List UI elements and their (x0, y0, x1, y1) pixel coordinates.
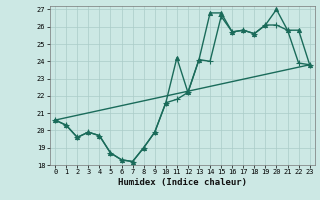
X-axis label: Humidex (Indice chaleur): Humidex (Indice chaleur) (118, 178, 247, 187)
